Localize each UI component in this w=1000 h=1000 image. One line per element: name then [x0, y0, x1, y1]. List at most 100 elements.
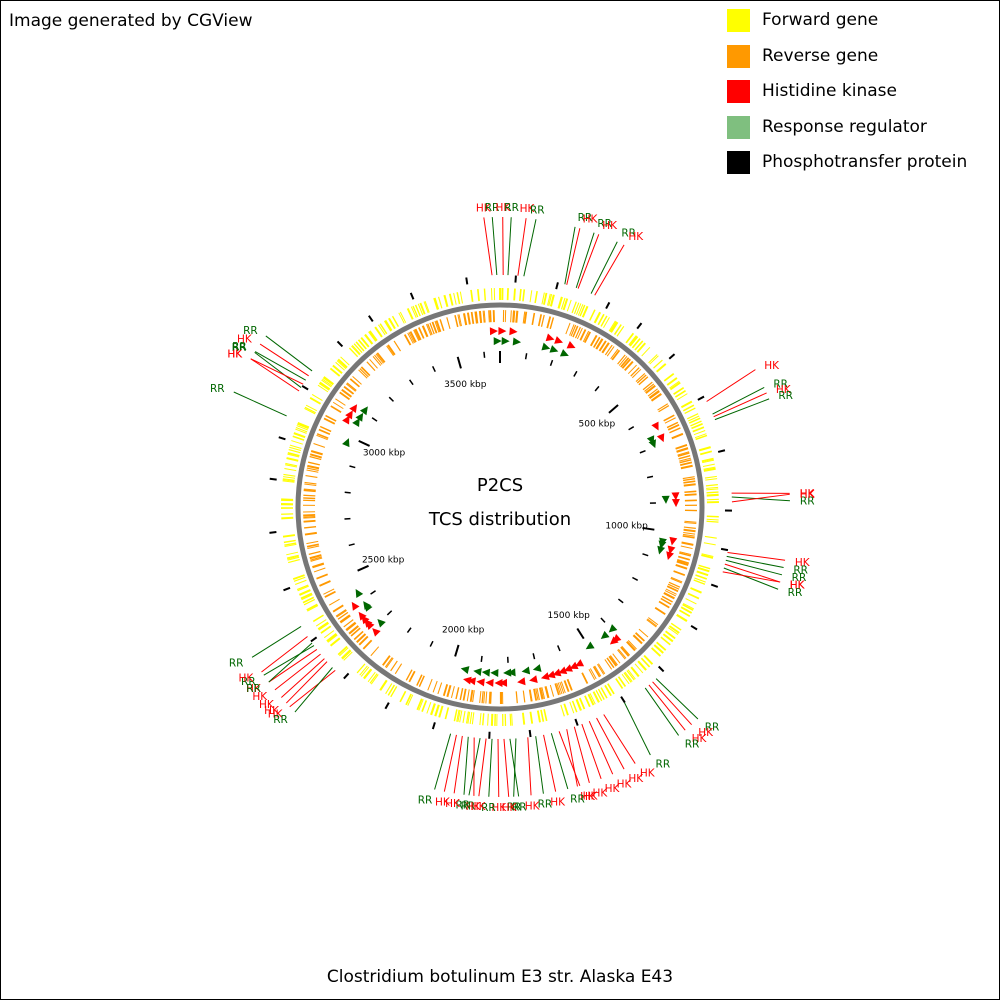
- reverse-gene-mark: [458, 314, 462, 327]
- forward-gene-mark: [287, 453, 300, 458]
- forward-gene-mark: [329, 637, 341, 647]
- forward-gene-mark: [589, 693, 596, 705]
- reverse-gene-mark: [408, 670, 416, 683]
- leader-line: [265, 335, 313, 372]
- reverse-gene-mark: [385, 657, 394, 669]
- forward-gene-mark: [692, 426, 705, 433]
- forward-gene-mark: [623, 672, 632, 683]
- forward-gene-mark: [648, 354, 658, 364]
- forward-gene-mark: [304, 406, 316, 414]
- reverse-gene-mark: [569, 324, 575, 336]
- minor-tick: [642, 553, 649, 557]
- forward-gene-mark: [295, 428, 307, 434]
- tick-label: 3500 kbp: [444, 380, 487, 390]
- reverse-gene-mark: [350, 627, 361, 637]
- rr-marker: [532, 664, 542, 672]
- forward-gene-mark: [518, 288, 522, 302]
- tcs-marker-group: [342, 326, 680, 688]
- reverse-gene-mark: [512, 310, 515, 323]
- reverse-gene-mark: [414, 329, 421, 341]
- hk-marker: [569, 661, 579, 670]
- reverse-gene-mark: [332, 401, 344, 410]
- reverse-gene-mark: [604, 659, 613, 670]
- minor-tick: [483, 351, 486, 358]
- forward-gene-mark: [363, 668, 372, 679]
- leader-line: [254, 351, 307, 381]
- forward-gene-mark: [640, 657, 651, 668]
- forward-gene-mark: [421, 700, 428, 712]
- forward-gene-mark: [453, 292, 457, 305]
- reverse-gene-mark: [683, 529, 696, 533]
- leader-line: [478, 738, 487, 797]
- phosphotransfer-mark: [710, 583, 719, 588]
- major-tick: [456, 356, 462, 369]
- forward-gene-swatch: [727, 9, 750, 32]
- reverse-gene-mark: [446, 684, 452, 698]
- reverse-gene-mark: [316, 573, 328, 580]
- reverse-gene-mark: [644, 383, 655, 392]
- hk-marker: [656, 433, 665, 443]
- hk-label: HK: [698, 727, 714, 739]
- forward-gene-mark: [459, 710, 463, 723]
- forward-gene-mark: [283, 473, 296, 477]
- reverse-gene-mark: [485, 691, 488, 704]
- rr-marker: [521, 666, 531, 675]
- reverse-gene-mark: [675, 444, 687, 449]
- minor-tick: [370, 590, 376, 595]
- forward-gene-mark: [624, 671, 633, 682]
- reverse-gene-mark: [677, 452, 690, 457]
- forward-gene-mark: [626, 670, 635, 681]
- reverse-gene-mark: [303, 489, 316, 492]
- reverse-gene-mark: [581, 672, 589, 684]
- phosphotransfer-mark: [668, 353, 676, 360]
- forward-gene-mark: [529, 711, 534, 724]
- forward-gene-mark: [543, 292, 548, 305]
- forward-gene-mark: [360, 337, 370, 348]
- reverse-gene-mark: [375, 353, 384, 364]
- reverse-gene-mark: [560, 681, 566, 694]
- hk-label: HK: [580, 791, 596, 803]
- reverse-gene-mark: [606, 346, 615, 357]
- leader-line: [624, 702, 651, 756]
- forward-gene-mark: [456, 709, 460, 722]
- forward-gene-mark: [649, 355, 659, 365]
- reverse-gene-mark: [405, 669, 413, 681]
- rr-marker: [342, 438, 350, 448]
- phosphotransfer-mark: [301, 385, 309, 391]
- forward-gene-mark: [562, 298, 569, 311]
- leader-line: [443, 734, 457, 792]
- forward-gene-mark: [543, 709, 548, 722]
- leader-line: [509, 738, 520, 797]
- forward-gene-mark: [688, 592, 700, 599]
- rr-marker: [648, 439, 656, 449]
- forward-gene-mark: [668, 625, 680, 634]
- reverse-gene-swatch: [727, 44, 750, 68]
- forward-gene-mark: [579, 304, 586, 317]
- reverse-gene-mark: [366, 361, 376, 372]
- reverse-gene-mark: [611, 349, 621, 361]
- minor-tick: [349, 465, 356, 469]
- forward-gene-mark: [284, 467, 297, 472]
- forward-gene-mark: [547, 293, 551, 306]
- reverse-gene-mark: [523, 311, 528, 324]
- forward-gene-mark: [444, 707, 450, 720]
- forward-gene-mark: [357, 339, 367, 350]
- reverse-gene-mark: [386, 345, 394, 357]
- legend: Forward gene Reverse gene Histidine kina…: [727, 9, 967, 187]
- reverse-gene-mark: [457, 314, 461, 327]
- rr-label: RR: [455, 800, 470, 812]
- reverse-gene-mark: [353, 630, 364, 641]
- hk-marker: [666, 551, 674, 561]
- legend-item-phosphotransfer-protein: Phosphotransfer protein: [727, 151, 967, 187]
- reverse-gene-mark: [309, 455, 322, 461]
- reverse-gene-mark: [596, 664, 605, 675]
- reverse-gene-mark: [346, 382, 357, 391]
- leader-line: [581, 723, 602, 779]
- reverse-gene-mark: [668, 581, 681, 588]
- major-tick: [357, 564, 369, 572]
- minor-tick: [646, 475, 654, 479]
- forward-gene-mark: [289, 444, 302, 449]
- hk-marker: [609, 636, 619, 645]
- reverse-gene-mark: [310, 449, 323, 456]
- hk-label: HK: [617, 778, 633, 790]
